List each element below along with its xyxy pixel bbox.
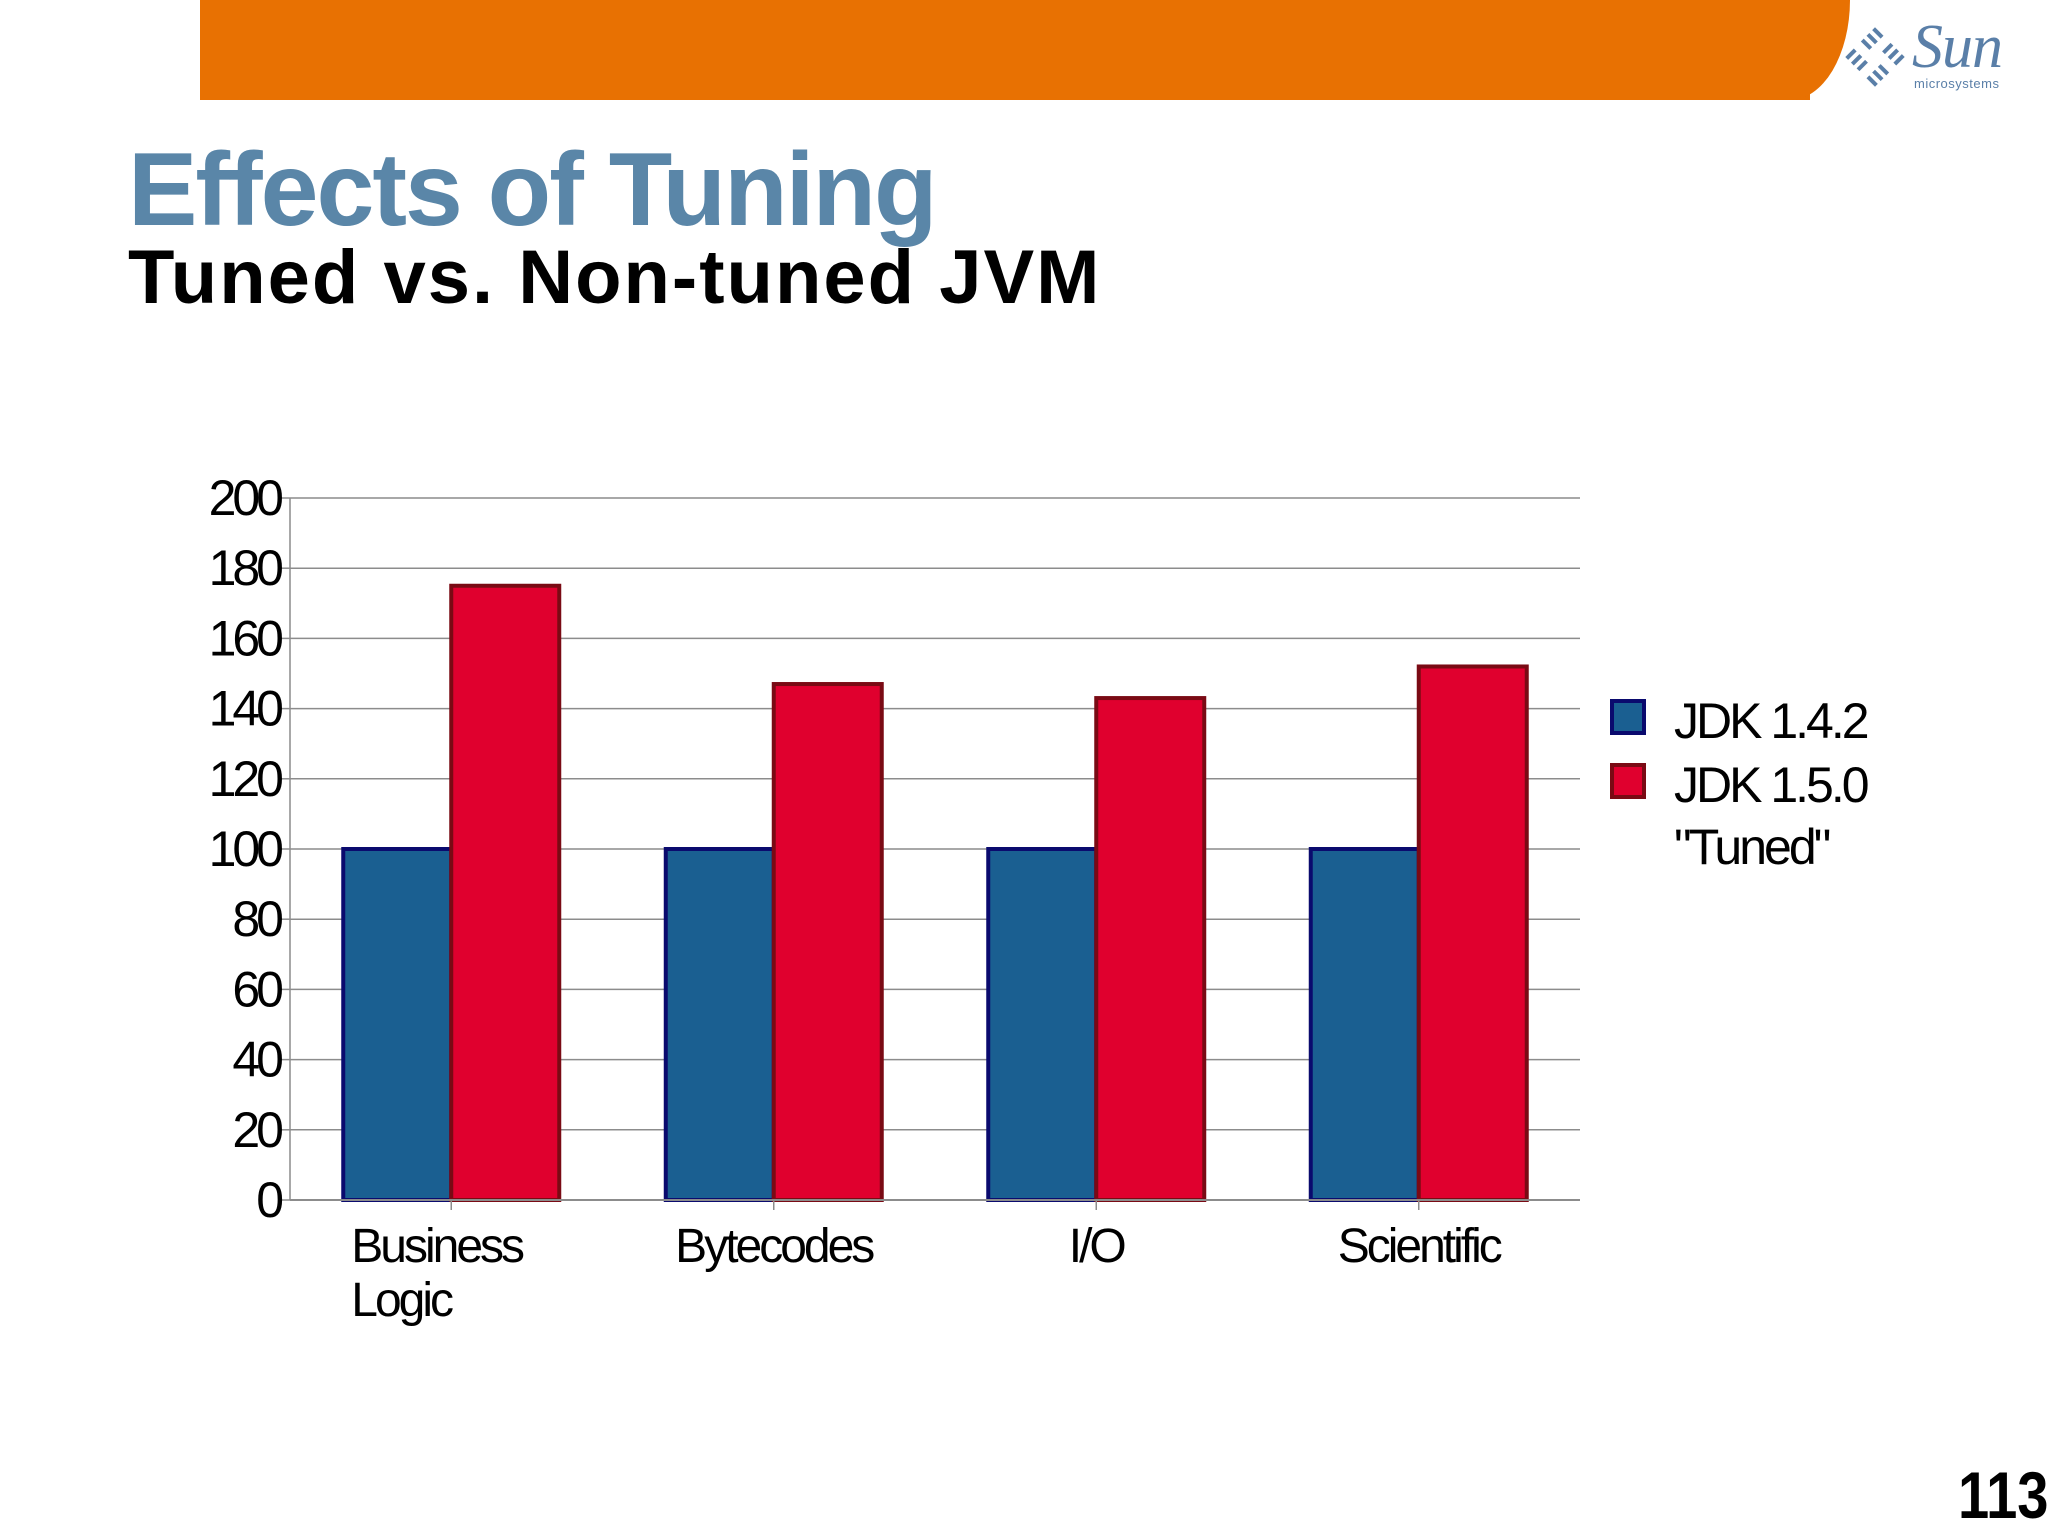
y-tick-label-20: 20 <box>232 1102 282 1158</box>
bar-series1-cat3 <box>1416 664 1529 1202</box>
slide-subtitle: Tuned vs. Non-tuned JVM <box>128 235 1102 320</box>
sun-logo: Sun microsystems <box>1840 14 2030 94</box>
y-tick-label-60: 60 <box>232 961 282 1017</box>
y-tick-label-120: 120 <box>209 751 283 807</box>
bar-series1-cat2 <box>1094 696 1207 1202</box>
slide-title: Effects of Tuning <box>128 132 938 248</box>
bar-series0-cat3 <box>1308 847 1421 1202</box>
y-tick-label-40: 40 <box>232 1032 282 1088</box>
y-tick-label-160: 160 <box>209 610 283 666</box>
x-tick-label-1: Bytecodes <box>675 1220 874 1273</box>
bar-series0-cat0 <box>341 847 454 1202</box>
x-tick-label-3: Scientific <box>1338 1220 1502 1273</box>
page-number: 113 <box>1957 1458 2048 1532</box>
header-banner <box>200 0 1810 100</box>
logo-wordmark: Sun <box>1912 13 2003 81</box>
y-tick-label-0: 0 <box>256 1172 282 1228</box>
bar-series0-cat1 <box>663 847 776 1202</box>
y-tick-label-200: 200 <box>209 470 283 526</box>
bar-series1-cat0 <box>449 583 562 1202</box>
bar-series0-cat2 <box>986 847 1099 1202</box>
y-tick-label-180: 180 <box>209 540 283 596</box>
x-tick-label-0: Business Logic <box>351 1220 524 1327</box>
legend-label-jdk150: JDK 1.5.0 "Tuned" <box>1674 757 1870 875</box>
x-tick-label-2: I/O <box>1069 1220 1126 1273</box>
bar-chart: 0 20 40 60 80 100 120 140 160 180 200 Business Logic… <box>209 470 1580 1327</box>
logo-subtext: microsystems <box>1914 76 2000 91</box>
y-tick-label-140: 140 <box>209 681 283 737</box>
legend-swatch-jdk150 <box>1610 763 1646 799</box>
sun-logo-icon <box>1845 27 1905 87</box>
bar-series1-cat1 <box>771 682 884 1202</box>
legend-swatch-jdk142 <box>1610 699 1646 735</box>
x-tick-label-line: Business <box>351 1220 524 1273</box>
x-tick-label-line: Logic <box>351 1274 453 1327</box>
legend-label-jdk142: JDK 1.4.2 <box>1674 693 1870 749</box>
y-tick-label-80: 80 <box>232 891 282 947</box>
y-tick-label-100: 100 <box>209 821 283 877</box>
